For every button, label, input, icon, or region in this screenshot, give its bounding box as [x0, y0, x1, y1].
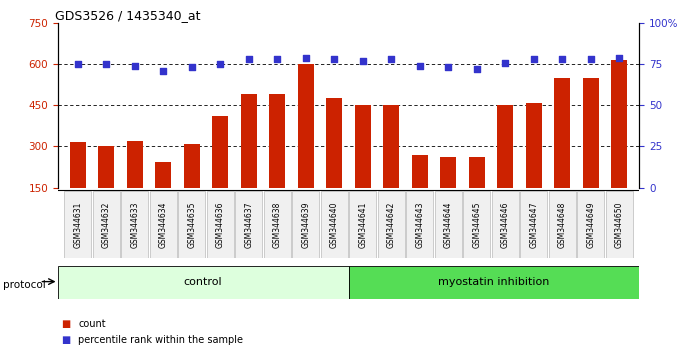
Point [471, 66, 482, 72]
Text: count: count [78, 319, 106, 329]
Text: GSM344633: GSM344633 [131, 201, 139, 248]
Bar [184, 144, 200, 229]
Point [186, 65, 197, 70]
FancyBboxPatch shape [407, 191, 433, 258]
Text: percentile rank within the sample: percentile rank within the sample [78, 335, 243, 345]
Text: GSM344643: GSM344643 [415, 201, 424, 248]
Bar [441, 158, 456, 229]
Text: control: control [184, 277, 222, 287]
FancyBboxPatch shape [348, 266, 639, 299]
Point [101, 61, 112, 67]
Point [557, 56, 568, 62]
Text: GSM344640: GSM344640 [330, 201, 339, 248]
Bar [99, 147, 114, 229]
Text: GSM344647: GSM344647 [529, 201, 539, 248]
Text: GDS3526 / 1435340_at: GDS3526 / 1435340_at [55, 9, 201, 22]
FancyBboxPatch shape [549, 191, 576, 258]
FancyBboxPatch shape [178, 191, 205, 258]
FancyBboxPatch shape [264, 191, 290, 258]
Point [585, 56, 596, 62]
FancyBboxPatch shape [235, 191, 262, 258]
Point [243, 56, 254, 62]
Text: GSM344642: GSM344642 [387, 201, 396, 248]
FancyBboxPatch shape [292, 191, 319, 258]
Point [272, 56, 283, 62]
Text: GSM344644: GSM344644 [444, 201, 453, 248]
Bar [241, 95, 256, 229]
Text: GSM344631: GSM344631 [73, 201, 82, 248]
Text: GSM344650: GSM344650 [615, 201, 624, 248]
Bar [326, 98, 342, 229]
FancyBboxPatch shape [492, 191, 519, 258]
FancyBboxPatch shape [150, 191, 177, 258]
Point [158, 68, 169, 74]
Text: GSM344635: GSM344635 [187, 201, 197, 248]
FancyBboxPatch shape [435, 191, 462, 258]
Point [72, 61, 83, 67]
Bar [355, 105, 371, 229]
Point [386, 56, 396, 62]
Text: GSM344634: GSM344634 [158, 201, 168, 248]
Bar [298, 64, 313, 229]
Text: GSM344639: GSM344639 [301, 201, 310, 248]
Text: GSM344638: GSM344638 [273, 201, 282, 248]
Text: myostatin inhibition: myostatin inhibition [438, 277, 549, 287]
Text: ■: ■ [61, 319, 71, 329]
Point [443, 65, 454, 70]
Bar [469, 158, 485, 229]
Bar [412, 155, 428, 229]
Bar [554, 78, 570, 229]
Text: protocol: protocol [3, 280, 46, 290]
FancyBboxPatch shape [207, 191, 234, 258]
Text: GSM344646: GSM344646 [500, 201, 510, 248]
Text: GSM344641: GSM344641 [358, 201, 367, 248]
FancyBboxPatch shape [606, 191, 632, 258]
Bar [497, 105, 513, 229]
Text: GSM344645: GSM344645 [472, 201, 481, 248]
Point [357, 58, 368, 64]
Bar [384, 105, 399, 229]
Bar [212, 116, 228, 229]
FancyBboxPatch shape [577, 191, 604, 258]
Point [414, 63, 425, 69]
Text: ■: ■ [61, 335, 71, 345]
Bar [70, 142, 86, 229]
Bar [526, 103, 541, 229]
Point [528, 56, 539, 62]
Bar [156, 161, 171, 229]
FancyBboxPatch shape [378, 191, 405, 258]
Bar [127, 141, 143, 229]
Bar [611, 60, 627, 229]
FancyBboxPatch shape [321, 191, 347, 258]
Bar [583, 78, 598, 229]
Text: GSM344649: GSM344649 [586, 201, 595, 248]
FancyBboxPatch shape [520, 191, 547, 258]
Text: GSM344637: GSM344637 [244, 201, 253, 248]
Point [500, 60, 511, 65]
Point [215, 61, 226, 67]
Bar [269, 95, 285, 229]
FancyBboxPatch shape [93, 191, 120, 258]
Point [614, 55, 625, 61]
FancyBboxPatch shape [58, 266, 348, 299]
FancyBboxPatch shape [65, 191, 91, 258]
FancyBboxPatch shape [350, 191, 376, 258]
Text: GSM344636: GSM344636 [216, 201, 225, 248]
FancyBboxPatch shape [121, 191, 148, 258]
Text: GSM344648: GSM344648 [558, 201, 566, 248]
Point [329, 56, 340, 62]
Text: GSM344632: GSM344632 [102, 201, 111, 248]
FancyBboxPatch shape [463, 191, 490, 258]
Point [301, 55, 311, 61]
Point [129, 63, 140, 69]
